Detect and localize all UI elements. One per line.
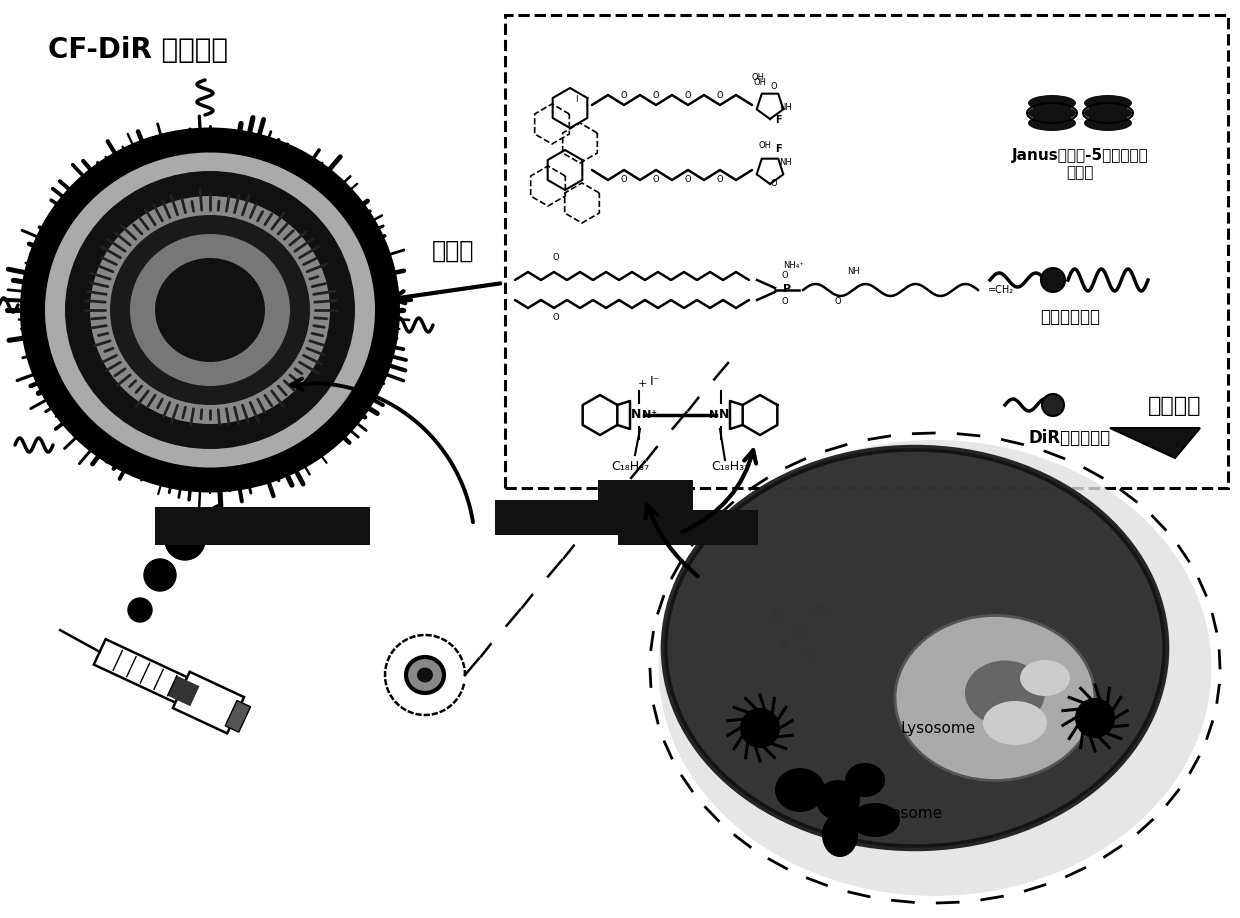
Ellipse shape [1028, 105, 1076, 121]
Ellipse shape [895, 615, 1095, 780]
Circle shape [144, 559, 176, 591]
Text: C₁₈H₃₇: C₁₈H₃₇ [611, 460, 649, 473]
Text: N: N [709, 410, 718, 420]
Text: 聚乙二醇磷脂: 聚乙二醇磷脂 [1040, 308, 1100, 326]
Circle shape [805, 650, 815, 660]
Text: +: + [637, 379, 647, 389]
Circle shape [165, 520, 205, 560]
Text: OH: OH [759, 141, 771, 150]
Ellipse shape [1021, 660, 1070, 696]
Text: DiR近红外染料: DiR近红外染料 [1029, 429, 1111, 447]
Ellipse shape [110, 215, 310, 405]
Circle shape [1042, 394, 1064, 416]
Text: P: P [782, 284, 791, 294]
Ellipse shape [417, 667, 433, 682]
Ellipse shape [849, 803, 900, 837]
Ellipse shape [965, 660, 1045, 725]
Polygon shape [94, 639, 206, 711]
Text: O: O [781, 271, 789, 280]
Text: NH: NH [780, 158, 792, 167]
Ellipse shape [91, 196, 330, 424]
Text: O: O [652, 175, 660, 185]
Ellipse shape [844, 763, 885, 797]
Polygon shape [1110, 428, 1200, 458]
Text: Endosome: Endosome [862, 805, 942, 821]
Bar [598, 480, 693, 515]
Text: Janus树树祭-5氟脱氧尿苷
共聚体: Janus树树祭-5氟脱氧尿苷 共聚体 [1012, 148, 1148, 181]
Text: F: F [775, 115, 781, 125]
Circle shape [128, 598, 153, 622]
Polygon shape [226, 700, 250, 733]
Text: C₁₈H₃₇: C₁₈H₃₇ [711, 460, 749, 473]
Text: O: O [717, 175, 723, 185]
Text: O: O [621, 91, 627, 99]
Bar [618, 510, 758, 545]
Text: NH₄⁺: NH₄⁺ [782, 261, 804, 270]
Text: Lysosome: Lysosome [900, 721, 975, 735]
Text: O: O [717, 91, 723, 99]
Text: N: N [719, 409, 729, 421]
Text: I: I [575, 95, 578, 104]
Text: O: O [684, 175, 692, 185]
Ellipse shape [20, 128, 401, 492]
Text: O: O [652, 91, 660, 99]
Ellipse shape [1028, 115, 1076, 131]
Circle shape [740, 708, 780, 748]
Text: O: O [621, 175, 627, 185]
Text: O: O [781, 297, 789, 306]
Ellipse shape [665, 448, 1166, 847]
Text: NH: NH [780, 103, 792, 112]
Ellipse shape [816, 780, 861, 820]
Ellipse shape [130, 234, 290, 386]
Text: I⁻: I⁻ [650, 375, 660, 388]
Ellipse shape [155, 258, 265, 362]
Circle shape [813, 604, 826, 616]
Text: OH: OH [754, 78, 766, 87]
Circle shape [781, 641, 789, 649]
Circle shape [1075, 698, 1115, 738]
Ellipse shape [775, 768, 825, 812]
Ellipse shape [1084, 115, 1132, 131]
Bar [155, 507, 370, 545]
Text: O: O [771, 82, 777, 91]
Polygon shape [172, 672, 244, 733]
Ellipse shape [405, 657, 444, 693]
Circle shape [1042, 268, 1065, 292]
Ellipse shape [64, 171, 355, 449]
Ellipse shape [1084, 105, 1132, 121]
Text: O: O [835, 297, 841, 306]
Ellipse shape [983, 701, 1047, 745]
Text: 近红外光: 近红外光 [1148, 396, 1202, 416]
Text: O: O [771, 179, 777, 188]
Ellipse shape [1084, 95, 1132, 111]
Ellipse shape [0, 110, 420, 510]
Text: O: O [553, 313, 559, 322]
Ellipse shape [1028, 95, 1076, 111]
Text: NH: NH [847, 267, 859, 276]
Circle shape [792, 622, 808, 638]
Bar [495, 500, 635, 535]
Text: OH: OH [751, 73, 765, 82]
Ellipse shape [658, 440, 1211, 896]
Text: N: N [631, 409, 641, 421]
Circle shape [770, 610, 780, 620]
Text: O: O [553, 253, 559, 262]
Text: =CH₂: =CH₂ [988, 285, 1014, 295]
Text: CF-DiR 纳米胶囊: CF-DiR 纳米胶囊 [48, 36, 228, 64]
Text: 自组装: 自组装 [432, 239, 474, 263]
Text: F: F [775, 144, 781, 154]
Text: N⁺: N⁺ [642, 410, 657, 420]
Ellipse shape [45, 152, 374, 467]
Polygon shape [167, 676, 200, 706]
Text: O: O [684, 91, 692, 99]
Ellipse shape [822, 813, 858, 857]
Bar [505, 15, 1228, 488]
